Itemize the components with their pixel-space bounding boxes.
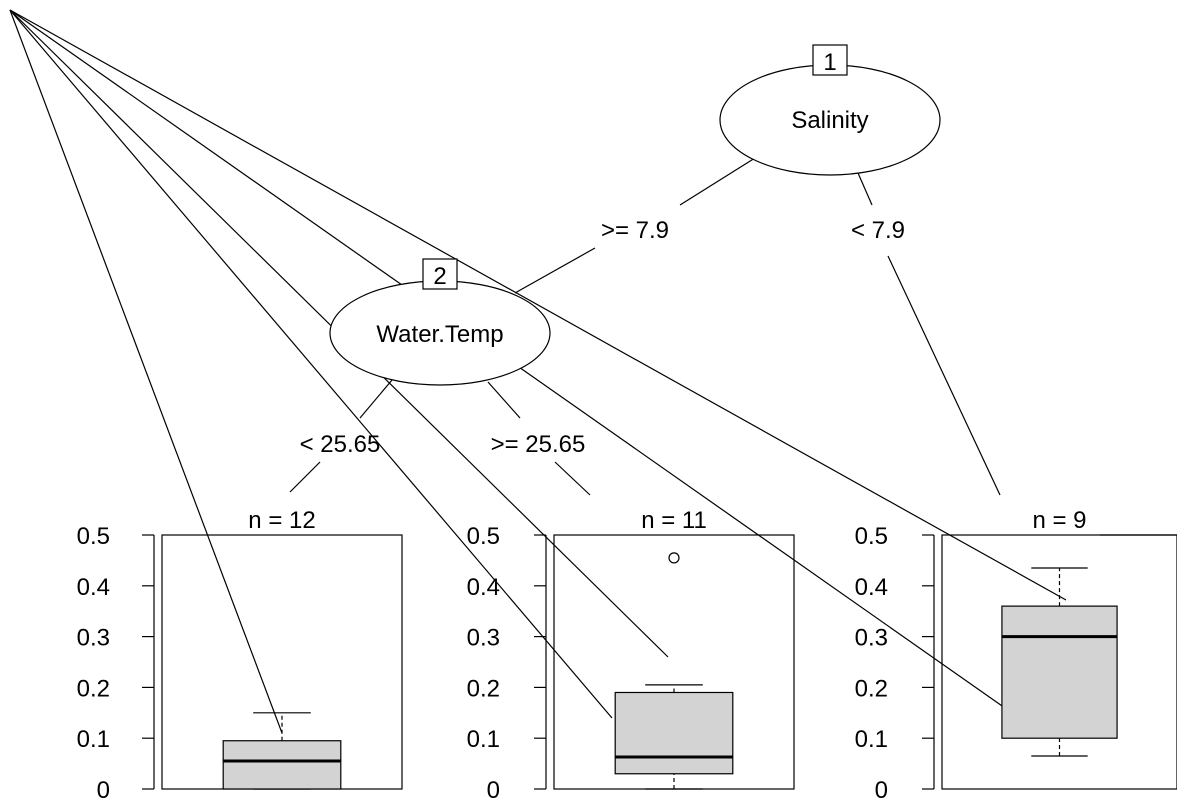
y-tick-label: 0.5 — [855, 523, 888, 550]
edge-node1-right-lower — [888, 256, 1000, 495]
edge-node2-right-lower — [555, 462, 590, 495]
edge-node1-right-upper — [858, 173, 872, 205]
y-tick-label: 0.1 — [467, 726, 500, 753]
edge-label-lt-25-65: < 25.65 — [300, 431, 381, 458]
y-tick-label: 0.2 — [855, 675, 888, 702]
panel-title: n = 9 — [1032, 507, 1086, 534]
y-tick-label: 0.4 — [467, 574, 500, 601]
y-tick-label: 0 — [875, 777, 888, 804]
edge-label-ge-25-65: >= 25.65 — [491, 431, 586, 458]
edge-node2-left-upper — [360, 380, 392, 418]
y-tick-label: 0.1 — [77, 726, 110, 753]
y-tick-label: 0.3 — [855, 625, 888, 652]
iqr-box — [223, 741, 341, 789]
y-tick-label: 0.3 — [77, 625, 110, 652]
outlier-point — [669, 553, 679, 563]
node-2-id: 2 — [433, 263, 446, 290]
y-tick-label: 0.5 — [77, 523, 110, 550]
y-tick-label: 0.1 — [855, 726, 888, 753]
edge-label-lt-7-9: < 7.9 — [851, 217, 905, 244]
panel-title: n = 11 — [641, 507, 707, 534]
node-1: 1 Salinity — [720, 45, 940, 175]
y-tick-label: 0 — [487, 777, 500, 804]
y-tick-label: 0.2 — [77, 675, 110, 702]
y-tick-label: 0.3 — [467, 625, 500, 652]
terminal-node-panel-1: n = 12 0 0.1 0.2 0.3 0.4 0.5 — [77, 507, 402, 804]
y-tick-label: 0.2 — [467, 675, 500, 702]
node-2: 2 Water.Temp — [330, 259, 550, 385]
edge-label-ge-7-9: >= 7.9 — [601, 217, 669, 244]
y-tick-label: 0.4 — [77, 574, 110, 601]
edge-node1-left-upper — [680, 158, 755, 205]
y-tick-label: 0.5 — [467, 523, 500, 550]
node-1-id: 1 — [823, 49, 836, 76]
y-tick-label: 0.4 — [855, 574, 888, 601]
terminal-node-panel-2: n = 11 0 0.1 0.2 0.3 0.4 0.5 — [467, 507, 794, 804]
y-tick-label: 0 — [97, 777, 110, 804]
node-1-variable: Salinity — [791, 107, 868, 134]
edge-node2-right-upper — [488, 382, 520, 418]
iqr-box — [615, 692, 733, 773]
stray-line-1 — [10, 10, 282, 733]
node-2-variable: Water.Temp — [376, 321, 503, 348]
edge-node2-left-lower — [290, 462, 320, 492]
terminal-node-panel-3: n = 9 0 0.1 0.2 0.3 0.4 0.5 — [855, 507, 1177, 804]
panel-title: n = 12 — [248, 507, 315, 534]
iqr-box — [1002, 606, 1117, 738]
edge-node1-left-lower — [515, 248, 595, 293]
